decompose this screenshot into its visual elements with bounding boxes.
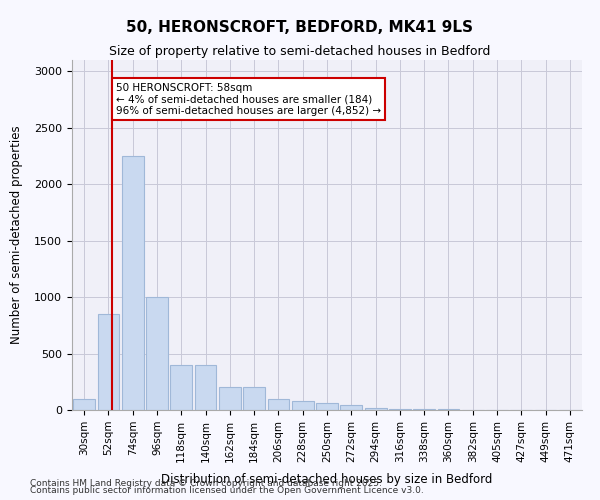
- Bar: [73, 398, 95, 410]
- Bar: [122, 156, 143, 410]
- Bar: [340, 406, 362, 410]
- Bar: [268, 398, 289, 410]
- Y-axis label: Number of semi-detached properties: Number of semi-detached properties: [10, 126, 23, 344]
- Bar: [316, 403, 338, 410]
- Bar: [219, 388, 241, 410]
- Bar: [146, 297, 168, 410]
- Text: Contains public sector information licensed under the Open Government Licence v3: Contains public sector information licen…: [30, 486, 424, 495]
- Bar: [243, 388, 265, 410]
- Bar: [389, 409, 411, 410]
- Text: Size of property relative to semi-detached houses in Bedford: Size of property relative to semi-detach…: [109, 45, 491, 58]
- Text: Contains HM Land Registry data © Crown copyright and database right 2025.: Contains HM Land Registry data © Crown c…: [30, 478, 382, 488]
- Bar: [194, 365, 217, 410]
- Bar: [413, 409, 435, 410]
- Text: 50 HERONSCROFT: 58sqm
← 4% of semi-detached houses are smaller (184)
96% of semi: 50 HERONSCROFT: 58sqm ← 4% of semi-detac…: [116, 82, 381, 116]
- Bar: [97, 314, 119, 410]
- Text: 50, HERONSCROFT, BEDFORD, MK41 9LS: 50, HERONSCROFT, BEDFORD, MK41 9LS: [127, 20, 473, 35]
- X-axis label: Distribution of semi-detached houses by size in Bedford: Distribution of semi-detached houses by …: [161, 473, 493, 486]
- Bar: [170, 365, 192, 410]
- Bar: [365, 408, 386, 410]
- Bar: [292, 401, 314, 410]
